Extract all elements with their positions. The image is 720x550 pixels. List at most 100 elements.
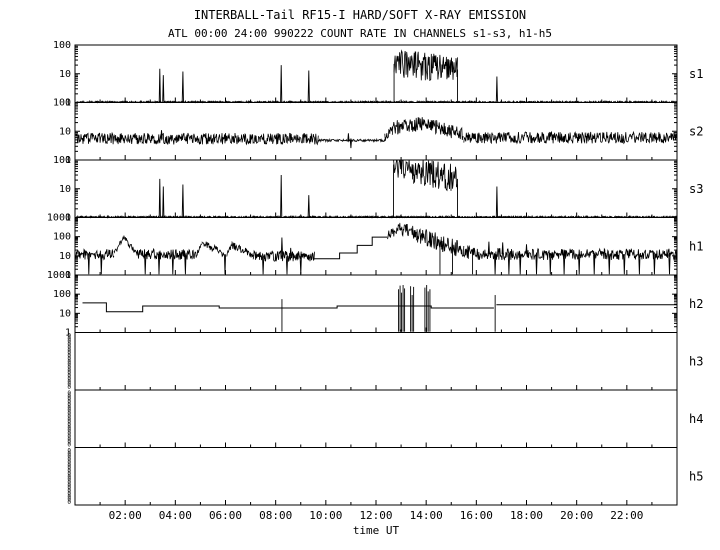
trace-segment <box>593 254 596 275</box>
panel-s1: 100 10 1 s1 <box>53 40 704 109</box>
trace-segment <box>307 195 310 217</box>
trace-segment <box>157 254 161 275</box>
x-tick-label: 22:00 <box>610 509 643 522</box>
trace-segment <box>181 71 184 102</box>
y-zero-label: 0 <box>67 424 71 431</box>
trace-segment <box>535 254 538 275</box>
y-tick-label: 1 <box>65 98 71 109</box>
y-zero-label: 0 <box>67 347 71 354</box>
y-zero-label: 0 <box>67 442 71 449</box>
panel-border <box>74 447 678 506</box>
trace-segment <box>391 117 425 135</box>
trace-segment <box>299 256 302 275</box>
y-zero-label: 0 <box>67 439 71 446</box>
panel-h1: 1000 100 10 1 h1 <box>47 213 704 282</box>
trace-segment <box>638 254 641 275</box>
trace-segment <box>160 130 163 139</box>
trace-segment <box>87 254 90 275</box>
trace-segment <box>223 254 227 275</box>
y-zero-label: 0 <box>67 401 71 408</box>
y-tick-label: 100 <box>53 289 71 300</box>
trace-segment <box>393 49 458 82</box>
panel-border <box>74 389 678 448</box>
y-zero-label: 0 <box>67 436 71 443</box>
trace-segment <box>423 119 464 141</box>
trace-segment <box>181 184 184 217</box>
y-zero-label: 0 <box>67 335 71 342</box>
panel-border <box>74 332 678 391</box>
y-tick-label: 1 <box>65 213 71 224</box>
trace-segment <box>74 248 115 261</box>
y-zero-label: 0 <box>67 381 71 388</box>
trace-segment <box>463 130 678 145</box>
y-tick-label: 10 <box>59 251 71 262</box>
x-axis-label: time UT <box>352 524 400 537</box>
trace-segment <box>494 254 497 275</box>
panel-border <box>74 217 678 276</box>
x-tick-label: 04:00 <box>159 509 192 522</box>
channel-label: h2 <box>689 297 703 311</box>
trace-segment <box>525 244 528 255</box>
y-tick-label: 100 <box>53 232 71 243</box>
y-zero-label: 0 <box>67 341 71 348</box>
panel-border <box>74 102 678 161</box>
trace-segment <box>158 178 161 217</box>
trace-segment <box>162 186 165 217</box>
trace-segment <box>144 254 147 275</box>
trace-segment <box>463 245 480 260</box>
y-tick-label: 1000 <box>47 213 71 224</box>
y-zero-label: 0 <box>67 482 71 489</box>
trace-segment <box>478 247 678 262</box>
trace-segment <box>136 247 198 260</box>
y-zero-label: 0 <box>67 459 71 466</box>
trace-segment <box>171 254 174 275</box>
panel-s2: 100 10 1 s2 <box>53 98 704 167</box>
trace-segment <box>314 236 388 260</box>
y-zero-label: 0 <box>67 364 71 371</box>
trace-segment <box>668 254 671 275</box>
y-zero-label: 0 <box>67 333 71 340</box>
y-zero-label: 0 <box>67 384 71 391</box>
trace-segment <box>201 241 225 258</box>
y-zero-label: 0 <box>67 390 71 397</box>
y-tick-label: 1 <box>65 155 71 166</box>
chart-title: INTERBALL-Tail RF15-I HARD/SOFT X-RAY EM… <box>193 8 527 22</box>
trace-segment <box>501 242 504 255</box>
channel-label: h1 <box>689 239 703 253</box>
x-tick-label: 06:00 <box>209 509 242 522</box>
y-zero-label: 0 <box>67 453 71 460</box>
trace-segment <box>623 254 626 275</box>
y-tick-label: 1 <box>65 270 71 281</box>
trace-segment <box>162 75 165 102</box>
x-tick-label: 02:00 <box>109 509 142 522</box>
x-tick-label: 10:00 <box>309 509 342 522</box>
channel-label: h4 <box>689 412 703 426</box>
y-tick-label: 1000 <box>47 270 71 281</box>
trace-segment <box>415 228 442 250</box>
trace-segment <box>252 249 315 262</box>
trace-segment <box>307 70 310 102</box>
y-zero-label: 0 <box>67 350 71 357</box>
channel-label: h5 <box>689 469 703 483</box>
channel-label: s3 <box>689 182 703 196</box>
trace-segment <box>262 256 265 275</box>
y-zero-label: 0 <box>67 407 71 414</box>
y-zero-label: 0 <box>67 421 71 428</box>
trace-segment <box>653 254 656 275</box>
y-tick-label: 100 <box>53 155 71 166</box>
y-zero-label: 0 <box>67 399 71 406</box>
y-zero-label: 0 <box>67 375 71 382</box>
y-zero-label: 0 <box>67 462 71 469</box>
trace-segment <box>74 131 319 146</box>
y-zero-label: 0 <box>67 470 71 477</box>
trace-segment <box>317 137 386 143</box>
y-zero-label: 0 <box>67 358 71 365</box>
y-zero-label: 0 <box>67 490 71 497</box>
y-zero-label: 0 <box>67 465 71 472</box>
trace-segment <box>285 256 289 275</box>
trace-segment <box>386 224 401 240</box>
trace-segment <box>289 247 292 257</box>
